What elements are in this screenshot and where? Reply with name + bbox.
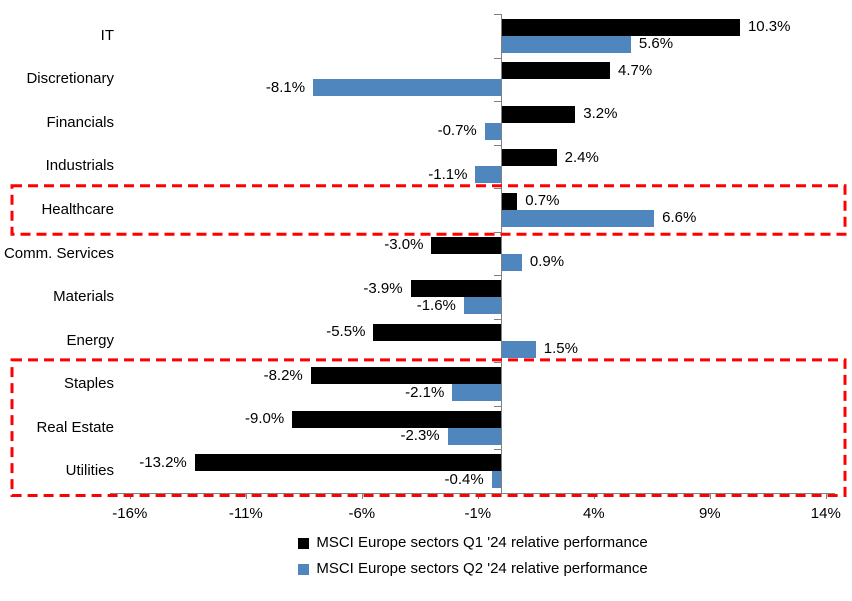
healthcare-highlight-box [10, 184, 847, 236]
y-axis-tick [494, 14, 501, 15]
bar-q2-healthcare [501, 209, 655, 227]
x-axis-tick [593, 493, 595, 499]
x-axis-tick [129, 493, 131, 499]
value-label-q2-financials: -0.7% [437, 122, 477, 140]
category-label-it: IT [100, 26, 114, 44]
y-axis-tick [494, 493, 501, 494]
legend-label-q1: MSCI Europe sectors Q1 '24 relative perf… [316, 534, 648, 551]
category-label-energy: Energy [66, 331, 114, 349]
y-axis-tick [494, 231, 501, 233]
bar-q1-real-estate [292, 410, 501, 428]
category-label-real-estate: Real Estate [36, 418, 114, 436]
y-axis-tick [494, 318, 501, 320]
x-axis-tick-label: -6% [348, 505, 376, 522]
x-axis-tick [709, 493, 711, 499]
bar-q1-it [501, 18, 740, 36]
y-axis-tick [494, 405, 501, 407]
value-label-q2-energy: 1.5% [543, 340, 578, 358]
y-axis-tick [494, 188, 501, 190]
bar-q2-discretionary [313, 79, 501, 97]
value-label-q2-comm-services: 0.9% [529, 253, 565, 270]
value-label-q1-comm-services: -3.0% [384, 236, 424, 253]
bar-q1-utilities [194, 454, 501, 472]
value-label-q2-discretionary: -8.1% [265, 78, 306, 96]
y-axis-tick [494, 362, 501, 364]
bar-q1-discretionary [501, 62, 611, 80]
value-label-q2-staples: -2.1% [405, 383, 445, 401]
legend-item-q1: MSCI Europe sectors Q1 '24 relative perf… [298, 534, 648, 552]
category-label-comm-services: Comm. Services [3, 244, 114, 262]
bar-q1-comm-services [431, 236, 501, 254]
bar-q1-staples [310, 367, 501, 385]
value-label-q1-staples: -8.2% [263, 366, 303, 384]
y-axis-tick [494, 57, 501, 59]
y-axis-tick [494, 101, 501, 103]
value-label-q1-utilities: -13.2% [139, 453, 187, 471]
bar-q2-comm-services [501, 253, 522, 271]
legend-label-q2: MSCI Europe sectors Q2 '24 relative perf… [316, 560, 648, 577]
y-axis-tick [494, 275, 501, 277]
x-axis-tick-label: -1% [464, 505, 492, 522]
x-axis-line [110, 493, 835, 494]
value-label-q1-it: 10.3% [747, 18, 791, 36]
legend-item-q2: MSCI Europe sectors Q2 '24 relative perf… [298, 560, 648, 578]
x-axis-tick [825, 493, 827, 499]
value-label-q1-healthcare: 0.7% [525, 192, 560, 210]
bar-q1-industrials [501, 149, 557, 167]
y-axis-tick [494, 449, 501, 451]
q2-legend-marker-icon [298, 563, 310, 575]
bar-q2-industrials [475, 166, 501, 184]
value-label-q1-energy: -5.5% [326, 323, 366, 341]
value-label-q2-it: 5.6% [638, 35, 674, 53]
x-axis-tick [477, 493, 479, 499]
bar-q1-materials [410, 280, 501, 298]
bar-q2-financials [484, 122, 501, 140]
category-label-utilities: Utilities [65, 462, 114, 480]
category-label-industrials: Industrials [45, 157, 114, 175]
value-label-q1-materials: -3.9% [363, 279, 403, 297]
value-label-q1-real-estate: -9.0% [245, 410, 285, 428]
value-label-q1-industrials: 2.4% [564, 148, 599, 166]
category-label-materials: Materials [53, 288, 114, 306]
value-label-q2-materials: -1.6% [416, 296, 456, 314]
bar-q1-energy [373, 323, 501, 341]
x-axis-tick-label: -11% [228, 505, 263, 522]
category-label-staples: Staples [63, 375, 114, 393]
x-axis-tick [245, 493, 247, 499]
value-label-q1-financials: 3.2% [583, 105, 618, 123]
bar-q2-materials [463, 297, 501, 315]
value-label-q2-healthcare: 6.6% [662, 209, 697, 227]
category-label-healthcare: Healthcare [41, 200, 114, 218]
value-label-q1-discretionary: 4.7% [618, 61, 653, 79]
x-axis-tick [361, 493, 363, 499]
value-label-q2-real-estate: -2.3% [400, 427, 440, 445]
bar-q1-financials [501, 105, 576, 123]
y-axis-line [501, 14, 502, 493]
bar-q1-healthcare [501, 192, 518, 210]
x-axis-tick-label: 14% [810, 505, 841, 522]
bar-q2-real-estate [447, 427, 501, 445]
y-axis-tick [494, 144, 501, 146]
x-axis-tick-label: 4% [582, 505, 605, 522]
value-label-q2-utilities: -0.4% [444, 470, 484, 488]
value-label-q2-industrials: -1.1% [428, 165, 468, 183]
bar-q2-staples [452, 384, 501, 402]
bar-q2-utilities [491, 471, 501, 489]
bar-q2-energy [501, 340, 536, 358]
q1-legend-marker-icon [298, 537, 310, 549]
x-axis-tick-label: 9% [698, 505, 721, 522]
x-axis-tick-label: -16% [112, 505, 148, 522]
legend: MSCI Europe sectors Q1 '24 relative perf… [110, 534, 836, 578]
category-label-financials: Financials [46, 113, 114, 131]
bar-q2-it [501, 35, 631, 53]
category-label-discretionary: Discretionary [26, 70, 114, 88]
